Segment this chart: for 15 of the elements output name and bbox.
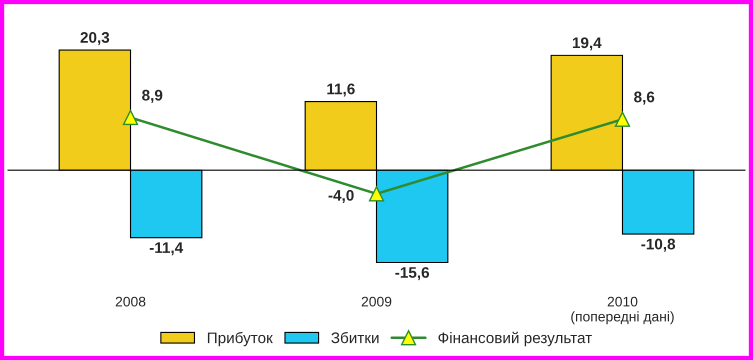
data-label: 11,6 [327,84,355,97]
x-tick-label: 2010 (попередні дані) [571,296,674,324]
data-label: -15,6 [395,267,430,280]
legend-label: Фінансовий результат [438,332,592,346]
data-label: -11,4 [150,242,184,256]
data-label: -4,0 [328,190,354,203]
x-tick-label: 2008 [116,296,146,307]
legend-label: Прибуток [208,332,273,346]
data-label: 19,4 [572,37,602,50]
data-label: -10,8 [641,238,676,252]
data-label: 20,3 [80,32,110,46]
x-tick-label: 2009 [362,296,392,307]
legend-label: Збитки [331,332,378,344]
data-label: 8,6 [634,92,654,105]
data-label: 8,9 [142,90,162,103]
